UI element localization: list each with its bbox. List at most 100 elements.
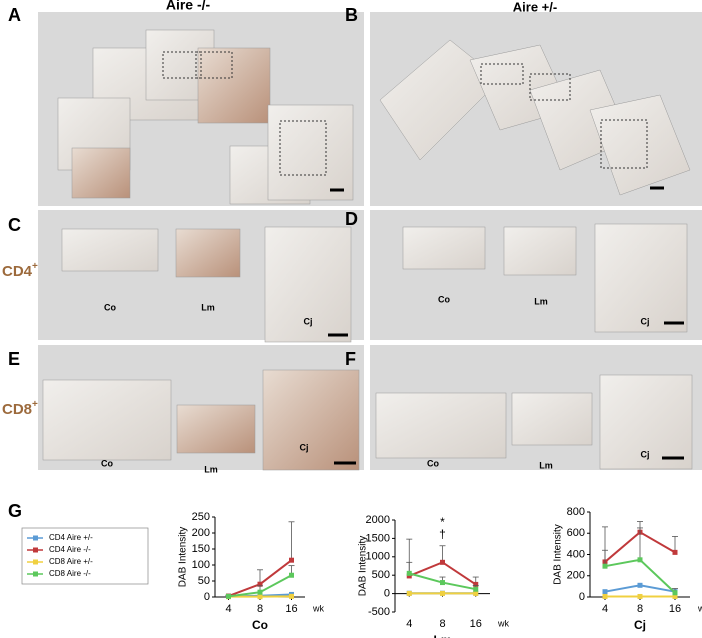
caption: Lm <box>539 460 553 470</box>
caption: Cj <box>304 316 313 326</box>
row-label: CD8+ <box>2 399 38 418</box>
y-tick-label: 100 <box>192 559 210 571</box>
point <box>637 593 643 599</box>
point <box>289 557 294 563</box>
y-axis-label: DAB Intensity <box>178 527 189 588</box>
y-tick-label: 200 <box>567 570 585 582</box>
y-tick-label: 250 <box>192 511 210 523</box>
y-tick-label: 1500 <box>366 532 390 544</box>
caption: Lm <box>201 302 215 312</box>
y-axis-label: DAB Intensity <box>358 536 369 597</box>
legend-marker <box>33 547 38 553</box>
point <box>602 563 608 569</box>
caption: Cj <box>641 449 650 459</box>
point <box>440 580 445 586</box>
caption: Cj <box>300 442 309 452</box>
scale-bars <box>328 186 684 465</box>
y-tick-label: 0 <box>384 588 390 600</box>
y-tick-label: 0 <box>204 591 210 603</box>
point <box>257 589 263 595</box>
caption: Cj <box>641 316 650 326</box>
point <box>440 559 445 565</box>
point <box>406 590 412 596</box>
y-tick-label: 0 <box>579 591 585 603</box>
legend-label: CD4 Aire +/- <box>49 533 93 542</box>
point <box>672 593 678 599</box>
legend-label: CD8 Aire -/- <box>49 569 91 578</box>
x-tick-label: 8 <box>439 618 445 630</box>
point <box>637 582 643 588</box>
legend: CD4 Aire +/- CD4 Aire -/- CD8 Aire +/- CD8 … <box>21 527 149 585</box>
caption: Co <box>427 458 439 468</box>
legend-label: CD8 Aire +/- <box>49 557 93 566</box>
point <box>473 586 479 592</box>
x-tick-label: 16 <box>285 603 297 615</box>
annotation: † <box>439 527 446 541</box>
x-axis-label: Cj <box>634 618 646 632</box>
x-tick-label: 16 <box>470 618 482 630</box>
point <box>257 594 263 600</box>
row-label: CD4+ <box>2 261 38 280</box>
panel-label: B <box>345 5 358 25</box>
y-axis-label: DAB Intensity <box>553 524 564 585</box>
y-tick-label: 600 <box>567 527 585 539</box>
micrographs <box>42 29 693 471</box>
x-unit: wk <box>697 603 702 613</box>
point <box>473 581 479 587</box>
panel-labels: A B C D E F G <box>8 5 358 521</box>
y-tick-label: 150 <box>192 543 210 555</box>
caption: Lm <box>534 296 548 306</box>
panel-label: G <box>8 501 22 521</box>
x-tick-label: 4 <box>406 618 412 630</box>
y-tick-label: 50 <box>198 575 210 587</box>
x-axis-label: Co <box>252 618 268 632</box>
point <box>672 549 678 555</box>
x-tick-label: 8 <box>637 603 643 615</box>
legend-marker <box>33 535 38 541</box>
point <box>289 572 294 578</box>
point <box>257 581 263 587</box>
legend-label: CD4 Aire -/- <box>49 545 91 554</box>
point <box>406 570 412 576</box>
caption: Co <box>438 294 450 304</box>
header: Aire -/- <box>166 0 211 13</box>
panel-label: F <box>345 349 356 369</box>
y-tick-label: 800 <box>567 506 585 518</box>
x-tick-label: 16 <box>669 603 681 615</box>
point <box>672 590 678 596</box>
y-tick-label: 2000 <box>366 514 390 526</box>
point <box>637 557 643 563</box>
x-tick-label: 4 <box>225 603 231 615</box>
point <box>440 590 445 596</box>
panel-label: E <box>8 349 20 369</box>
panel-label: D <box>345 209 358 229</box>
x-tick-label: 4 <box>602 603 608 615</box>
caption: Co <box>101 458 113 468</box>
y-tick-label: -500 <box>368 606 390 618</box>
legend-marker <box>33 559 38 565</box>
point <box>226 593 231 599</box>
point <box>473 590 479 596</box>
x-axis-label: Lm <box>434 633 452 638</box>
point <box>602 593 608 599</box>
caption: Co <box>104 302 116 312</box>
y-tick-label: 400 <box>567 548 585 560</box>
panel-label: A <box>8 5 21 25</box>
y-tick-label: 200 <box>192 527 210 539</box>
x-tick-label: 8 <box>257 603 263 615</box>
point <box>289 593 294 599</box>
x-unit: wk <box>312 603 324 613</box>
header: Aire +/- <box>513 0 557 14</box>
x-unit: wk <box>497 618 509 628</box>
panel-label: C <box>8 215 21 235</box>
legend-marker <box>33 571 38 577</box>
point <box>602 589 608 595</box>
caption: Lm <box>204 464 218 474</box>
point <box>406 573 412 579</box>
dashed-boxes <box>162 51 648 176</box>
annotation: * <box>440 515 445 529</box>
y-tick-label: 500 <box>372 569 390 581</box>
y-tick-label: 1000 <box>366 551 390 563</box>
captions: Co Lm Cj Co Lm Cj Co Lm Cj Co Lm Cj <box>101 294 650 474</box>
